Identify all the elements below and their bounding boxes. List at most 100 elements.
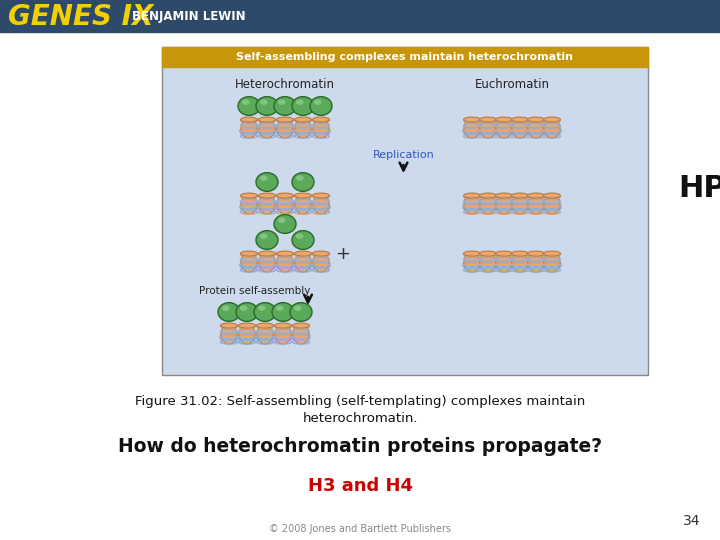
Ellipse shape [274,332,292,342]
Ellipse shape [292,97,314,116]
Ellipse shape [464,117,480,122]
Ellipse shape [258,260,276,270]
Ellipse shape [236,302,258,321]
Ellipse shape [295,118,311,138]
Ellipse shape [295,194,311,214]
Ellipse shape [276,202,294,212]
Ellipse shape [463,202,481,212]
Ellipse shape [495,193,513,198]
Ellipse shape [294,193,312,198]
Ellipse shape [312,251,330,256]
Ellipse shape [544,118,560,138]
Ellipse shape [240,193,258,198]
Ellipse shape [480,251,497,256]
Ellipse shape [238,323,256,328]
Ellipse shape [496,252,512,272]
Ellipse shape [256,97,278,116]
Ellipse shape [464,194,480,214]
Ellipse shape [511,193,528,198]
Ellipse shape [479,126,497,136]
Ellipse shape [221,324,237,344]
Ellipse shape [495,202,513,212]
Ellipse shape [296,233,304,239]
Ellipse shape [276,193,294,198]
Text: Replication: Replication [373,150,434,160]
Ellipse shape [294,260,312,270]
Ellipse shape [313,194,329,214]
Text: How do heterochromatin proteins propagate?: How do heterochromatin proteins propagat… [118,437,602,456]
Ellipse shape [293,324,309,344]
Ellipse shape [463,126,481,136]
Ellipse shape [240,117,258,122]
Ellipse shape [276,306,284,311]
Ellipse shape [292,173,314,191]
Ellipse shape [294,126,312,136]
Ellipse shape [296,176,304,181]
Ellipse shape [479,260,497,270]
Ellipse shape [313,118,329,138]
Ellipse shape [254,302,276,321]
Ellipse shape [313,252,329,272]
Ellipse shape [464,193,480,198]
Ellipse shape [464,118,480,138]
Text: HP-1: HP-1 [678,173,720,202]
Ellipse shape [544,251,560,256]
Text: Self-assembling complexes maintain heterochromatin: Self-assembling complexes maintain heter… [236,52,574,62]
Text: Protein self-assembly: Protein self-assembly [199,286,311,296]
Ellipse shape [527,126,545,136]
Ellipse shape [292,332,310,342]
Ellipse shape [528,252,544,272]
Ellipse shape [528,251,544,256]
Ellipse shape [258,306,266,311]
Ellipse shape [543,260,561,270]
Ellipse shape [238,332,256,342]
Ellipse shape [240,260,258,270]
Ellipse shape [544,117,560,122]
Ellipse shape [528,194,544,214]
Text: Heterochromatin: Heterochromatin [235,78,335,91]
Ellipse shape [314,99,322,105]
Ellipse shape [511,202,529,212]
Ellipse shape [258,202,276,212]
Ellipse shape [241,118,257,138]
Text: GENES IX: GENES IX [8,3,153,31]
Ellipse shape [480,118,496,138]
Ellipse shape [241,252,257,272]
Ellipse shape [512,252,528,272]
Ellipse shape [310,97,332,116]
Ellipse shape [256,323,274,328]
Ellipse shape [495,126,513,136]
Ellipse shape [278,218,286,223]
Ellipse shape [496,194,512,214]
Ellipse shape [220,332,238,342]
Ellipse shape [256,173,278,191]
Ellipse shape [495,251,513,256]
Ellipse shape [480,252,496,272]
Ellipse shape [464,252,480,272]
Ellipse shape [275,324,291,344]
Ellipse shape [242,99,250,105]
Ellipse shape [240,251,258,256]
Ellipse shape [240,126,258,136]
Ellipse shape [276,251,294,256]
Ellipse shape [277,118,293,138]
Ellipse shape [238,97,260,116]
Ellipse shape [274,323,292,328]
Ellipse shape [292,231,314,249]
Ellipse shape [295,252,311,272]
Ellipse shape [544,252,560,272]
Ellipse shape [259,252,275,272]
Ellipse shape [222,306,230,311]
Ellipse shape [258,251,276,256]
Text: heterochromatin.: heterochromatin. [302,412,418,425]
Ellipse shape [312,193,330,198]
Ellipse shape [463,260,481,270]
Ellipse shape [259,194,275,214]
Bar [162,47,648,67]
Ellipse shape [511,126,529,136]
Ellipse shape [274,97,296,116]
Ellipse shape [527,260,545,270]
Ellipse shape [528,118,544,138]
Ellipse shape [480,193,497,198]
Ellipse shape [256,231,278,249]
